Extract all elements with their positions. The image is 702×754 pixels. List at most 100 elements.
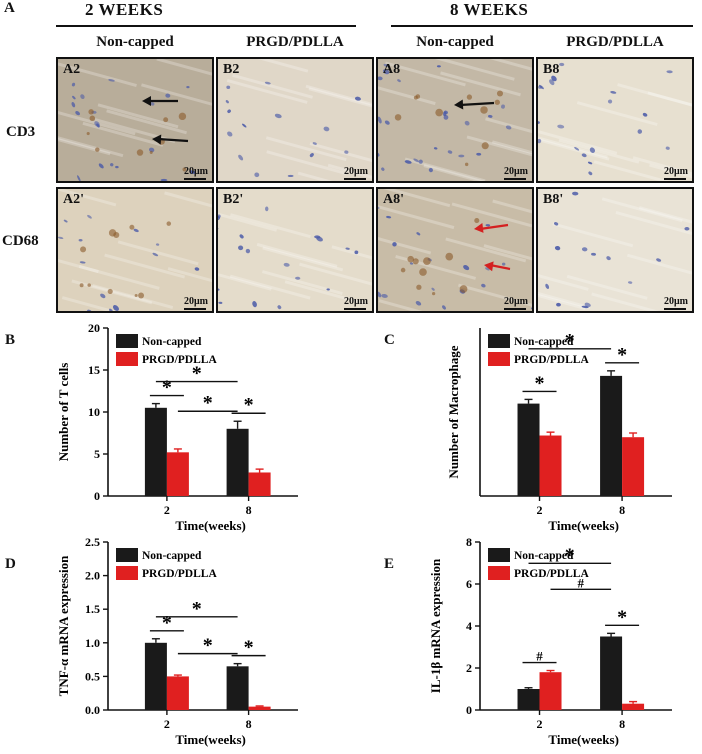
micrograph-b2-prime: B2' 20μm — [216, 187, 374, 313]
micrograph-label: B2' — [223, 192, 244, 207]
y-axis-label: TNF-α mRNA expression — [56, 555, 71, 696]
svg-text:*: * — [565, 544, 575, 566]
legend-label: PRGD/PDLLA — [142, 354, 217, 366]
scale-bar-label: 20μm — [184, 296, 208, 307]
y-tick-label: 0 — [94, 489, 100, 503]
micrograph-texture — [225, 59, 372, 181]
svg-text:*: * — [617, 606, 627, 628]
bar-prgd-8w — [622, 703, 645, 710]
x-tick-label: 8 — [246, 503, 252, 517]
panel-d-letter: D — [5, 556, 16, 572]
svg-text:*: * — [192, 598, 202, 620]
legend: Non-capped PRGD/PDLLA — [488, 334, 589, 366]
indicator-arrow — [454, 99, 495, 110]
micrograph-b8-prime: B8' 20μm — [536, 187, 694, 313]
svg-text:*: * — [203, 635, 213, 657]
significance-marker: * — [605, 606, 640, 628]
x-tick-label: 2 — [164, 717, 170, 731]
bar-non-capped-2w — [517, 689, 540, 710]
micrograph-b8: B8 20μm — [536, 57, 694, 183]
y-tick-label: 10 — [88, 405, 100, 419]
significance-marker: * — [177, 392, 238, 414]
y-tick-label: 1.5 — [85, 602, 100, 616]
micrograph-label: A8 — [383, 62, 401, 77]
y-tick-label: 2 — [466, 661, 472, 675]
scale-bar — [504, 178, 526, 180]
error-bar — [151, 638, 160, 643]
micrograph-label: B8 — [543, 62, 560, 77]
svg-text:*: * — [535, 372, 545, 394]
bar-prgd-2w — [539, 435, 562, 496]
legend-swatch — [488, 566, 510, 580]
scale-bar-label: 20μm — [664, 166, 688, 177]
panel-e-letter: E — [384, 556, 395, 572]
significance-marker: * — [605, 344, 640, 366]
y-tick-label: 5 — [94, 447, 100, 461]
bar-non-capped-8w — [226, 666, 249, 710]
bar-non-capped-2w — [144, 642, 167, 710]
x-tick-label: 2 — [537, 503, 543, 517]
significance-marker: # — [550, 575, 612, 590]
legend-label: Non-capped — [514, 336, 574, 348]
panel-b-letter: B — [5, 332, 16, 348]
indicator-arrow — [142, 96, 178, 106]
significance-marker: # — [522, 649, 557, 664]
bar-prgd-8w — [248, 472, 271, 496]
error-bar — [255, 468, 264, 473]
bar-prgd-2w — [166, 676, 189, 710]
error-bar — [546, 431, 555, 436]
micrograph-label: A8' — [383, 192, 404, 207]
scale-bar-label: 20μm — [344, 166, 368, 177]
micrograph-texture — [378, 189, 532, 311]
micrograph-label: B2 — [223, 62, 240, 77]
scale-bar — [184, 178, 206, 180]
chart-d-tnf-alpha: 0.0 0.5 1.0 1.5 2.0 2.5 TNF-α mRNA expression 2… — [56, 536, 298, 747]
significance-marker: * — [155, 598, 238, 620]
x-tick-label: 8 — [619, 717, 625, 731]
y-axis-label: Number of T cells — [56, 363, 71, 462]
significance-marker: * — [231, 394, 266, 416]
y-axis-label: IL-1β mRNA expression — [428, 558, 443, 693]
header-8-weeks-rule — [391, 25, 693, 27]
error-bar — [524, 687, 533, 689]
y-tick-label: 15 — [88, 363, 100, 377]
error-bar — [524, 398, 533, 404]
error-bar — [173, 674, 182, 677]
significance-marker: * — [522, 372, 557, 394]
error-bar — [151, 402, 160, 408]
legend-swatch — [116, 566, 138, 580]
col-label-prgd-2w: PRGD/PDLLA — [246, 34, 344, 50]
micrograph-texture — [58, 59, 212, 181]
bar-non-capped-2w — [144, 407, 167, 496]
svg-text:*: * — [244, 394, 254, 416]
y-tick-label: 2.0 — [85, 569, 100, 583]
error-bar — [546, 669, 555, 673]
y-tick-label: 0.0 — [85, 703, 100, 717]
x-axis-label: Time(weeks) — [548, 518, 619, 533]
bar-prgd-8w — [622, 437, 645, 496]
svg-text:*: * — [162, 612, 172, 634]
legend: Non-capped PRGD/PDLLA — [116, 548, 217, 580]
legend-swatch — [488, 548, 510, 562]
error-bar — [607, 370, 616, 376]
micrograph-texture — [218, 206, 372, 310]
y-tick-label: 0.5 — [85, 669, 100, 683]
svg-text:*: * — [565, 330, 575, 352]
header-2-weeks-rule — [56, 25, 356, 27]
significance-marker: * — [155, 363, 238, 385]
legend-label: Non-capped — [514, 550, 574, 562]
micrograph-texture — [538, 191, 692, 311]
scale-bar-label: 20μm — [504, 166, 528, 177]
y-axis-label: Number of Macrophage — [446, 345, 461, 478]
scale-bar — [664, 178, 686, 180]
col-label-non-capped-2w: Non-capped — [96, 34, 174, 50]
x-tick-label: 2 — [164, 503, 170, 517]
header-8-weeks: 8 WEEKS — [450, 0, 529, 19]
svg-text:*: * — [203, 392, 213, 414]
svg-text:#: # — [578, 575, 585, 590]
legend: Non-capped PRGD/PDLLA — [488, 548, 589, 580]
bar-prgd-2w — [539, 672, 562, 710]
micrograph-label: A2' — [63, 192, 84, 207]
x-tick-label: 8 — [246, 717, 252, 731]
